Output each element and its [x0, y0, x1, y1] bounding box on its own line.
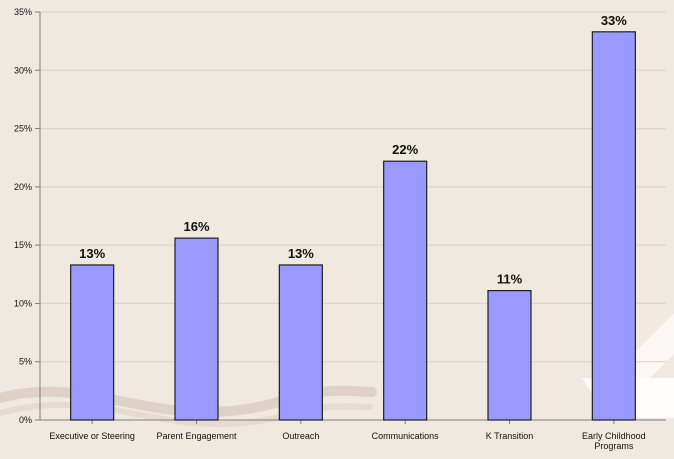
- bar: [591, 31, 636, 421]
- bar-data-label: 16%: [183, 219, 209, 234]
- x-tick-label: Early Childhood: [582, 431, 646, 441]
- axes: [35, 11, 666, 424]
- x-tick-label: Executive or Steering: [49, 431, 135, 441]
- y-tick-label: 10%: [14, 298, 32, 308]
- bar: [70, 264, 115, 421]
- x-axis-tick-labels: Executive or Steering Parent Engagement Ou…: [49, 431, 645, 451]
- y-tick-label: 15%: [14, 240, 32, 250]
- decorative-swirl: [0, 385, 377, 418]
- bar-data-label: 22%: [392, 142, 418, 157]
- decorative-swirl-secondary: [0, 401, 373, 428]
- x-tick-label: Communications: [372, 431, 440, 441]
- y-tick-label: 25%: [14, 124, 32, 134]
- x-tick-label: Programs: [594, 441, 634, 451]
- y-tick-label: 0%: [19, 415, 32, 425]
- x-tick-label: K Transition: [486, 431, 534, 441]
- bar: [278, 264, 323, 421]
- y-tick-label: 5%: [19, 357, 32, 367]
- bar-data-label: 13%: [288, 246, 314, 261]
- y-tick-label: 20%: [14, 182, 32, 192]
- x-tick-label: Parent Engagement: [156, 431, 237, 441]
- bar: [383, 160, 428, 421]
- bar-data-label: 11%: [497, 272, 523, 287]
- y-tick-label: 30%: [14, 65, 32, 75]
- data-labels: 13% 16% 13% 22% 11% 33%: [79, 13, 627, 287]
- y-axis-tick-labels: 0% 5% 10% 15% 20% 25% 30% 35%: [14, 7, 32, 425]
- x-tick-label: Outreach: [282, 431, 319, 441]
- bar-data-label: 33%: [601, 13, 627, 28]
- bar-data-label: 13%: [79, 246, 105, 261]
- bar: [174, 237, 219, 421]
- y-tick-label: 35%: [14, 7, 32, 17]
- bars: [70, 31, 636, 421]
- bar: [487, 290, 532, 421]
